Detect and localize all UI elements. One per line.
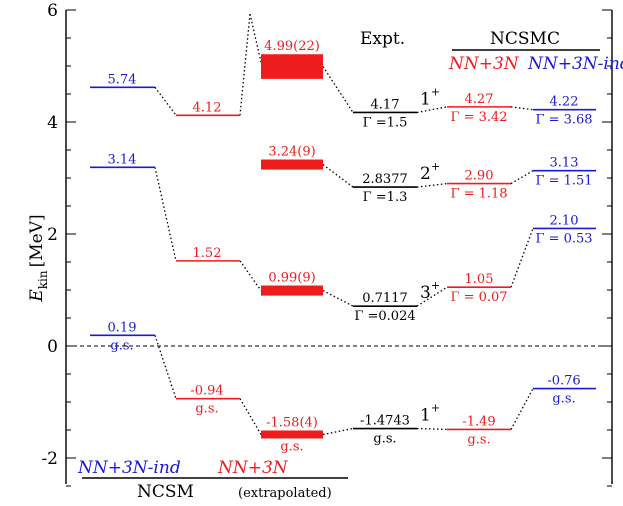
- level-connector: [249, 13, 263, 67]
- header-ncsmc-nn3n: NN+3N: [448, 54, 520, 74]
- spin-parity-label: 1+: [420, 85, 440, 109]
- header-ncsm: NCSM: [137, 482, 194, 502]
- level-value-label: -1.58(4): [266, 415, 318, 430]
- level-value-label: 4.27: [465, 92, 494, 107]
- level-value-label: 2.10: [550, 213, 579, 228]
- level-value-label: 0.7117: [362, 291, 408, 306]
- level-error-band: [261, 54, 323, 79]
- level-value-label: -1.49: [462, 414, 495, 429]
- level-connector: [239, 398, 262, 435]
- level-connector: [416, 182, 448, 188]
- y-axis-label: Ekin [MeV]: [27, 214, 50, 302]
- level-connector: [154, 86, 177, 116]
- y-tick-label: 0: [47, 337, 58, 357]
- level-sub-label: Γ =1.3: [363, 190, 408, 205]
- header-ncsmc-nn3n-ind: NN+3N-ind: [527, 54, 623, 74]
- level-sub-label: Γ = 1.51: [535, 174, 592, 189]
- header-ncsmc: NCSMC: [490, 29, 560, 49]
- spin-parity-label: 2+: [420, 160, 440, 184]
- level-value-label: -1.4743: [360, 414, 410, 429]
- y-axis-label-symbol: E: [27, 289, 47, 303]
- level-connector: [322, 289, 354, 307]
- level-connector: [322, 427, 354, 436]
- parity-value: +: [431, 402, 440, 415]
- level-value-label: 0.99(9): [268, 271, 315, 286]
- level-connector: [154, 167, 177, 262]
- level-value-label: 4.22: [550, 95, 579, 110]
- level-sub-label: g.s.: [280, 439, 303, 454]
- level-value-label: 4.12: [193, 100, 222, 115]
- level-value-label: 5.74: [108, 72, 137, 87]
- level-sub-label: Γ = 3.68: [535, 113, 592, 128]
- level-sub-label: Γ = 0.07: [450, 290, 507, 305]
- level-error-band: [261, 430, 323, 439]
- header-ncsm-nn3n: NN+3N: [217, 458, 289, 478]
- level-sub-label: g.s.: [467, 432, 490, 447]
- level-connector: [322, 164, 354, 188]
- level-error-band: [261, 159, 323, 170]
- level-connector: [510, 106, 534, 111]
- level-value-label: 4.99(22): [264, 39, 320, 54]
- y-axis-ticks: 6 4 2 0 -2: [41, 1, 612, 487]
- level-sub-label: g.s.: [373, 432, 396, 447]
- level-connector: [239, 260, 262, 291]
- level-value-label: 1.05: [465, 272, 494, 287]
- level-connector: [510, 388, 534, 430]
- level-value-label: -0.76: [547, 374, 580, 389]
- level-sub-label: g.s.: [110, 338, 133, 353]
- level-value-label: 3.24(9): [268, 145, 315, 160]
- level-connector: [239, 13, 251, 116]
- level-connector: [154, 335, 177, 399]
- y-tick-label: -2: [41, 449, 58, 469]
- header-ncsm-extrapolated: (extrapolated): [238, 486, 332, 501]
- level-value-label: 4.17: [371, 97, 400, 112]
- y-axis-label-subscript: kin: [36, 270, 50, 289]
- level-value-label: 1.52: [193, 246, 222, 261]
- level-value-label: 3.14: [108, 152, 137, 167]
- level-sub-label: Γ = 1.18: [450, 187, 507, 202]
- spin-value: 1: [420, 406, 431, 426]
- header-ncsm-nn3n-ind: NN+3N-ind: [77, 458, 181, 478]
- y-tick-label: 4: [47, 113, 58, 133]
- level-connector: [322, 66, 354, 113]
- plot-frame: [65, 10, 613, 484]
- spin-value: 1: [420, 89, 431, 109]
- y-axis-label-unit: [MeV]: [27, 214, 47, 267]
- level-sub-label: g.s.: [195, 402, 218, 417]
- level-connector: [510, 170, 534, 185]
- level-sub-label: Γ =1.5: [363, 115, 408, 130]
- level-connector: [510, 228, 534, 288]
- parity-value: +: [431, 85, 440, 98]
- level-connector: [416, 106, 448, 114]
- connector-lines: [154, 13, 534, 436]
- level-value-label: 2.8377: [362, 172, 408, 187]
- level-value-label: -0.94: [190, 384, 223, 399]
- level-value-label: 3.13: [550, 156, 579, 171]
- spin-value: 3: [420, 283, 431, 303]
- spin-parity-label: 1+: [420, 402, 440, 426]
- level-sub-label: Γ = 0.53: [535, 231, 592, 246]
- level-sub-label: Γ =0.024: [354, 309, 415, 324]
- level-connector: [416, 427, 448, 431]
- energy-levels: 5.74 3.14 0.19 g.s. 4.12 1.52 -0.94 g.s. 4.99(22…: [90, 39, 596, 454]
- level-sub-label: g.s.: [552, 392, 575, 407]
- level-value-label: 2.90: [465, 169, 494, 184]
- level-value-label: 0.19: [108, 320, 137, 335]
- spin-parity-label: 3+: [420, 279, 440, 303]
- spin-value: 2: [420, 164, 431, 184]
- y-tick-label: 6: [47, 1, 58, 21]
- parity-value: +: [431, 160, 440, 173]
- svg-text:Ekin[MeV]: Ekin [MeV]: [27, 214, 50, 302]
- parity-value: +: [431, 279, 440, 292]
- level-sub-label: Γ = 3.42: [450, 110, 507, 125]
- level-error-band: [261, 285, 323, 296]
- header-expt: Expt.: [360, 29, 405, 49]
- y-tick-label: 2: [47, 225, 58, 245]
